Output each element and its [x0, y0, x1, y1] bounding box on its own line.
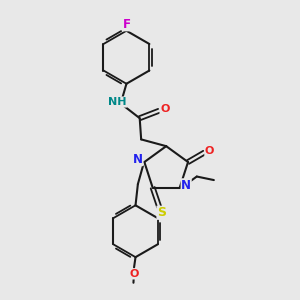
Text: N: N: [181, 179, 191, 192]
Text: N: N: [133, 153, 143, 166]
Text: O: O: [129, 269, 139, 279]
Text: O: O: [160, 104, 169, 114]
Text: NH: NH: [108, 97, 127, 107]
Text: S: S: [157, 206, 166, 219]
Text: F: F: [122, 18, 130, 31]
Text: O: O: [205, 146, 214, 156]
